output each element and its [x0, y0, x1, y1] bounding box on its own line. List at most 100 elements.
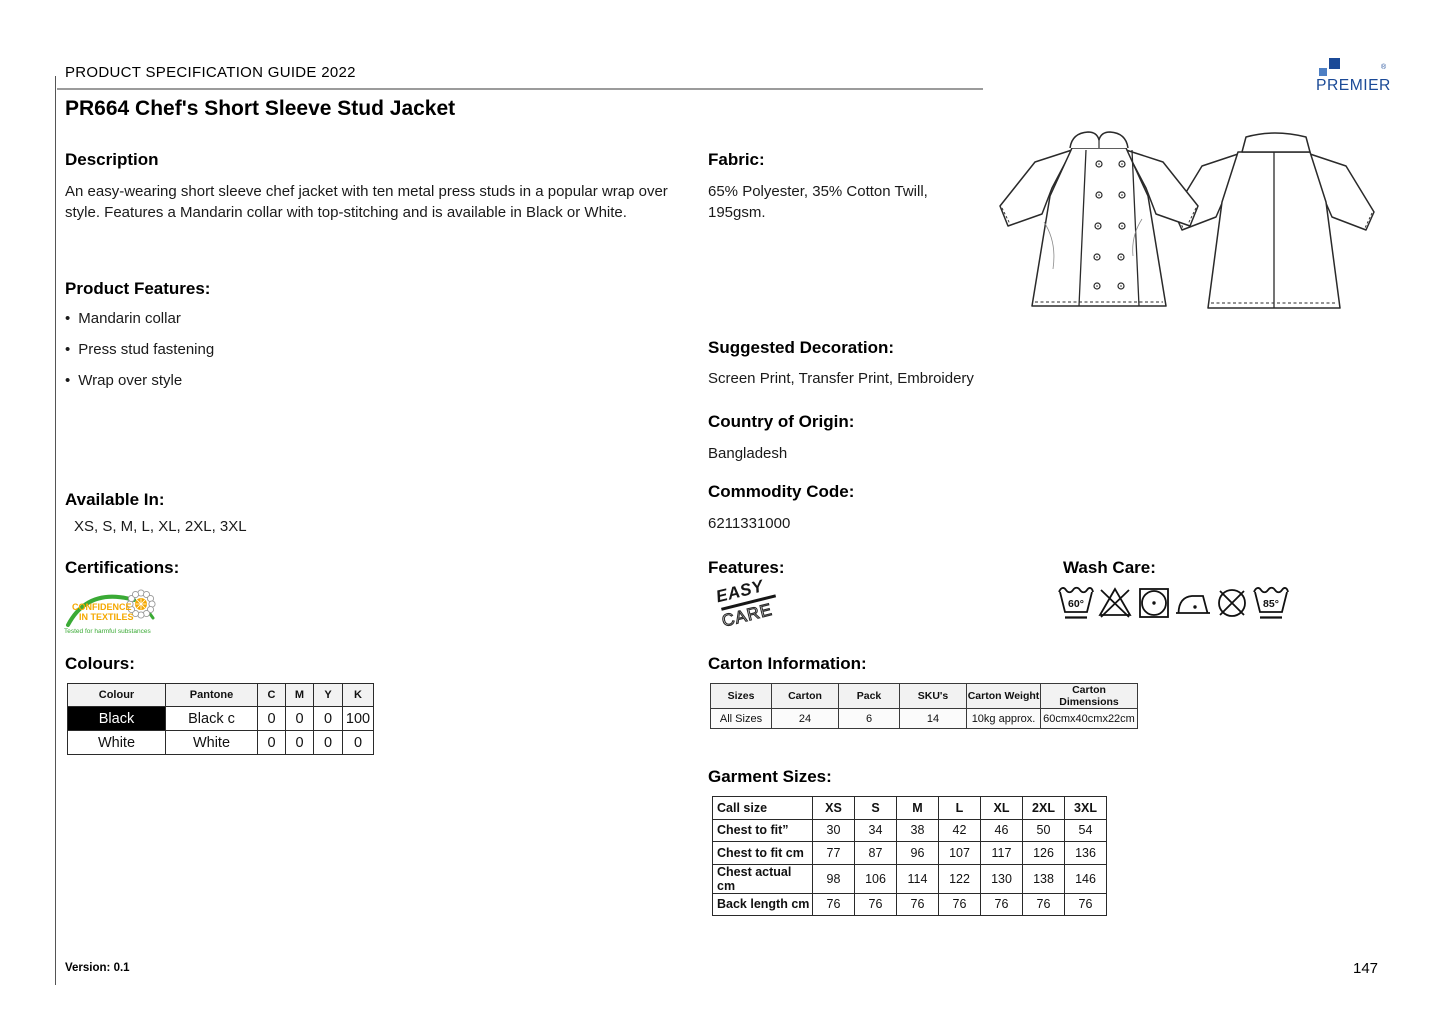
product-features-heading: Product Features:: [65, 279, 211, 298]
feature-text: Press stud fastening: [78, 341, 215, 358]
cell: 87: [854, 841, 897, 865]
cell: 76: [1022, 892, 1065, 916]
cell: 146: [1064, 863, 1107, 894]
description-heading: Description: [65, 150, 159, 169]
cell: All Sizes: [710, 708, 772, 729]
description-body: An easy-wearing short sleeve chef jacket…: [65, 183, 668, 221]
country-of-origin-heading: Country of Origin:: [708, 412, 855, 431]
cell: 6: [838, 708, 900, 729]
svg-text:IN TEXTILES: IN TEXTILES: [79, 612, 134, 622]
bullet-icon: •: [65, 310, 71, 327]
cell: 54: [1064, 818, 1107, 842]
cell: XL: [980, 796, 1023, 820]
cell: 76: [854, 892, 897, 916]
cell: 138: [1022, 863, 1065, 894]
cell: 76: [980, 892, 1023, 916]
cell: 100: [342, 706, 374, 731]
col-header: Sizes: [710, 683, 772, 709]
feature-text: Mandarin collar: [78, 310, 181, 327]
cell: 2XL: [1022, 796, 1065, 820]
brand-name: PREMIER: [1316, 77, 1391, 94]
feature-text: Wrap over style: [78, 372, 183, 389]
premier-logo: ® PREMIER: [1313, 57, 1393, 97]
cell: 107: [938, 841, 981, 865]
garment-sizes-table: Call size XS S M L XL 2XL 3XL Chest to f…: [712, 796, 1107, 916]
cell: White: [165, 730, 258, 755]
cell: 77: [812, 841, 855, 865]
colour-swatch-cell: Black: [67, 706, 166, 731]
garment-sizes-heading: Garment Sizes:: [708, 767, 832, 786]
cell: L: [938, 796, 981, 820]
list-item: • Mandarin collar: [65, 303, 214, 334]
table-row: All Sizes 24 6 14 10kg approx. 60cmx40cm…: [710, 708, 1138, 729]
row-label: Chest to fit”: [712, 818, 813, 842]
cell: 30: [812, 818, 855, 842]
cell: 3XL: [1064, 796, 1107, 820]
features-heading: Features:: [708, 558, 785, 577]
table-row: Chest to fit” 30 34 38 42 46 50 54: [712, 818, 1107, 842]
header-divider: [57, 88, 983, 90]
carton-information-heading: Carton Information:: [708, 654, 867, 673]
col-header: Pantone: [165, 683, 258, 707]
row-label: Chest to fit cm: [712, 841, 813, 865]
table-header-row: Colour Pantone C M Y K: [67, 683, 374, 707]
col-header: Colour: [67, 683, 166, 707]
table-header-row: Call size XS S M L XL 2XL 3XL: [712, 796, 1107, 820]
table-row: White White 0 0 0 0: [67, 730, 374, 755]
country-of-origin-body: Bangladesh: [708, 445, 788, 462]
iron-one-dot-icon: [1176, 595, 1210, 614]
cell: 0: [285, 706, 314, 731]
wash-care-icons: 60°: [1057, 582, 1290, 622]
cell: 0: [285, 730, 314, 755]
wash-85-icon: 85°: [1253, 586, 1289, 619]
carton-table: Sizes Carton Pack SKU's Carton Weight Ca…: [710, 683, 1138, 729]
cell: M: [896, 796, 939, 820]
svg-text:85°: 85°: [1263, 598, 1279, 610]
suggested-decoration-body: Screen Print, Transfer Print, Embroidery: [708, 370, 974, 387]
daisy-icon: [126, 589, 156, 619]
suggested-decoration-heading: Suggested Decoration:: [708, 338, 895, 357]
do-not-dry-clean-icon: [1218, 589, 1246, 617]
version-label: Version: 0.1: [65, 962, 130, 974]
row-label: Back length cm: [712, 892, 813, 916]
logo-square-light-icon: [1319, 68, 1327, 76]
cell: 0: [313, 706, 343, 731]
table-row: Chest to fit cm 77 87 96 107 117 126 136: [712, 841, 1107, 865]
bullet-icon: •: [65, 372, 71, 389]
svg-text:60°: 60°: [1068, 598, 1084, 610]
cell: 114: [896, 863, 939, 894]
wash-60-icon: 60°: [1058, 586, 1094, 619]
col-header: K: [342, 683, 374, 707]
jacket-illustrations: [999, 131, 1375, 309]
jacket-front-illustration: [999, 131, 1199, 307]
registered-mark: ®: [1381, 64, 1387, 71]
do-not-bleach-icon: [1098, 587, 1132, 618]
bullet-icon: •: [65, 341, 71, 358]
cell: 0: [313, 730, 343, 755]
fabric-heading: Fabric:: [708, 150, 765, 169]
cell: 60cmx40cmx22cm: [1040, 708, 1138, 729]
cell: 126: [1022, 841, 1065, 865]
product-features-list: • Mandarin collar • Press stud fastening •…: [65, 303, 214, 396]
cell: S: [854, 796, 897, 820]
list-item: • Wrap over style: [65, 365, 214, 396]
page-title: PR664 Chef's Short Sleeve Stud Jacket: [65, 97, 456, 120]
left-margin-rule: [55, 76, 56, 985]
col-header: Pack: [838, 683, 900, 709]
wash-care-heading: Wash Care:: [1063, 558, 1156, 577]
colours-table: Colour Pantone C M Y K Black Black c 0 0…: [67, 683, 374, 755]
cell: 0: [257, 730, 286, 755]
available-sizes: XS, S, M, L, XL, 2XL, 3XL: [74, 518, 247, 535]
cell: 50: [1022, 818, 1065, 842]
col-header: SKU's: [899, 683, 967, 709]
tumble-dry-icon: [1139, 588, 1169, 618]
row-label: Chest actual cm: [712, 863, 813, 894]
cell: 117: [980, 841, 1023, 865]
cell: 106: [854, 863, 897, 894]
cell: 136: [1064, 841, 1107, 865]
cell: 0: [257, 706, 286, 731]
cell: 122: [938, 863, 981, 894]
logo-square-dark-icon: [1329, 58, 1340, 69]
cell: 34: [854, 818, 897, 842]
